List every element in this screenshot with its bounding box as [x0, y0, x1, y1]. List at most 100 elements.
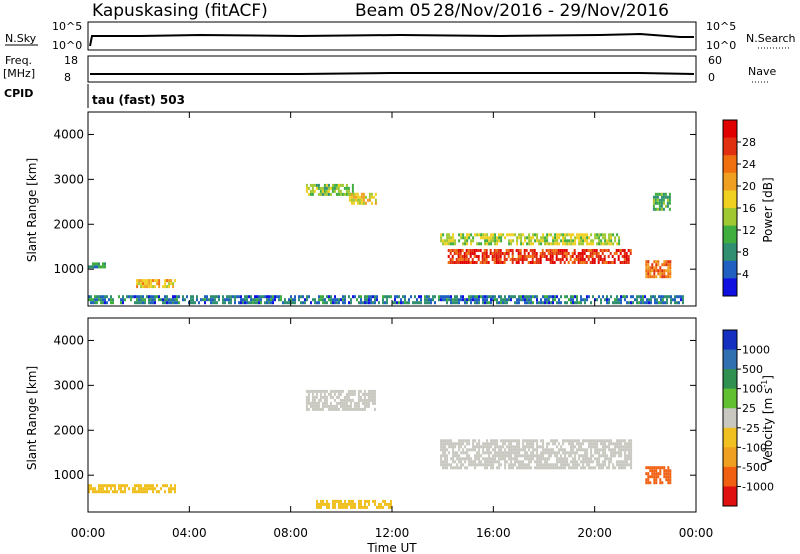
power-region-6: [447, 249, 632, 264]
velocity-y-axis: 4000 3000 2000 1000: [53, 333, 696, 482]
colorbar-swatch: [723, 208, 737, 227]
colorbar-swatch: [723, 388, 737, 409]
velocity-label-end: ]: [761, 375, 775, 380]
velocity-label-superscript: -1: [760, 380, 769, 388]
nsky-bottom: 10^0: [52, 39, 82, 52]
cpid-label: CPID: [4, 87, 33, 100]
x-tick-label: 20:00: [577, 526, 612, 540]
program-label: tau (fast) 503: [92, 93, 185, 107]
colorbar-tick-label: 500: [742, 363, 763, 376]
nsky-panel: N.Sky 10^5 10^0 10^5 10^0 N.Search: [5, 20, 796, 52]
x-tick-label: 04:00: [172, 526, 207, 540]
colorbar-swatch: [723, 349, 737, 370]
colorbar-swatch: [723, 278, 737, 297]
colorbar-tick-label: 1000: [742, 344, 770, 357]
freq-bottom: 8: [64, 71, 71, 84]
colorbar-swatch: [723, 190, 737, 209]
date-range: 28/Nov/2016 - 29/Nov/2016: [433, 1, 669, 21]
colorbar-swatch: [723, 243, 737, 262]
colorbar-swatch: [723, 137, 737, 156]
colorbar-swatch: [723, 408, 737, 429]
power-y-axis: 4000 3000 2000 1000: [53, 127, 696, 276]
power-colorbar: 28 24 20 16 12 8 4: [722, 119, 756, 297]
velocity-region-2: [440, 439, 633, 470]
y-tick-label: 2000: [53, 217, 84, 231]
power-plot-area: [88, 112, 696, 306]
x-tick-label: 00:00: [71, 526, 106, 540]
colorbar-tick-label: 100: [742, 383, 763, 396]
y-tick-label: 3000: [53, 172, 84, 186]
colorbar-swatch: [723, 120, 737, 139]
nave-top: 60: [708, 54, 722, 67]
power-region-2: [88, 295, 684, 305]
colorbar-tick-label: 20: [742, 180, 756, 193]
colorbar-swatch: [723, 155, 737, 174]
colorbar-tick-label: -25: [742, 422, 760, 435]
nsky-trace: [89, 32, 694, 47]
nsearch-bottom: 10^0: [706, 39, 736, 52]
velocity-region-3: [316, 499, 392, 509]
power-region-1: [136, 279, 177, 289]
colorbar-tick-label: -100: [742, 441, 767, 454]
colorbar-tick-label: 4: [742, 268, 749, 281]
power-marks: [88, 183, 684, 305]
colorbar-tick-label: 8: [742, 246, 749, 259]
freq-panel: Freq. [MHz] 18 8 60 0 Nave CPID: [3, 54, 776, 108]
power-region-3: [305, 183, 354, 196]
colorbar-swatch: [723, 486, 737, 507]
velocity-region-1: [305, 389, 376, 411]
power-region-0: [88, 262, 106, 269]
velocity-region-0: [88, 484, 176, 494]
colorbar-swatch: [723, 369, 737, 390]
nsky-label: N.Sky: [5, 32, 37, 45]
power-colorbar-label: Power [dB]: [761, 177, 775, 242]
station-title: Kapuskasing (fitACF): [92, 1, 268, 21]
velocity-label-text: Velocity [m s: [761, 388, 775, 465]
y-tick-label: 1000: [53, 468, 84, 482]
x-tick-label: 16:00: [476, 526, 511, 540]
velocity-colorbar: 1000 500 100 25 -25 -100 -500 -1000: [722, 329, 774, 507]
colorbar-swatch: [723, 260, 737, 279]
nave-label: Nave: [748, 65, 776, 78]
power-ylabel: Slant Range [km]: [25, 158, 39, 262]
colorbar-swatch: [723, 427, 737, 448]
colorbar-swatch: [723, 447, 737, 468]
colorbar-swatch: [723, 466, 737, 487]
velocity-panel: 4000 3000 2000 1000 Slant Range [km]: [25, 317, 697, 513]
freq-trace: [90, 72, 695, 75]
y-tick-label: 2000: [53, 423, 84, 437]
x-tick-label: 12:00: [375, 526, 410, 540]
freq-unit: [MHz]: [3, 67, 35, 80]
velocity-ylabel: Slant Range [km]: [25, 366, 39, 470]
colorbar-tick-label: 16: [742, 202, 756, 215]
power-region-7: [645, 260, 672, 279]
colorbar-tick-label: 12: [742, 224, 756, 237]
time-axis: 00:00 04:00 08:00 12:00 16:00 20:00 00:00: [71, 112, 713, 540]
y-tick-label: 3000: [53, 378, 84, 392]
power-panel: 4000 3000 2000 1000 Slant Range [km]: [25, 111, 697, 307]
nsearch-label: N.Search: [746, 32, 796, 45]
colorbar-swatch: [723, 330, 737, 351]
y-tick-label: 4000: [53, 333, 84, 347]
power-region-5: [440, 233, 621, 246]
time-axis-label: Time UT: [366, 541, 417, 554]
velocity-colorbar-label: Velocity [m s-1]: [760, 375, 775, 465]
colorbar-swatch: [723, 225, 737, 244]
x-tick-label: 08:00: [273, 526, 308, 540]
velocity-region-4: [645, 466, 672, 485]
y-tick-label: 4000: [53, 127, 84, 141]
power-region-8: [652, 192, 671, 211]
velocity-plot-area: [88, 318, 696, 512]
beam-label: Beam 05: [355, 1, 431, 21]
colorbar-tick-label: -1000: [742, 480, 774, 493]
nsearch-top: 10^5: [706, 20, 736, 33]
colorbar-tick-label: 25: [742, 402, 756, 415]
colorbar-tick-label: 28: [742, 136, 756, 149]
colorbar-tick-label: 24: [742, 158, 756, 171]
freq-label: Freq.: [5, 54, 32, 67]
freq-top: 18: [64, 54, 78, 67]
power-region-4: [348, 192, 377, 205]
velocity-marks: [88, 389, 672, 509]
y-tick-label: 1000: [53, 262, 84, 276]
